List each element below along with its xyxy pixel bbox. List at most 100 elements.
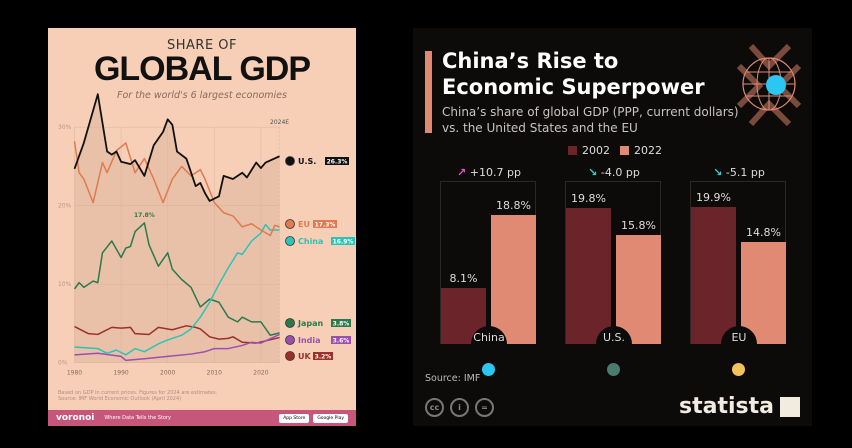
voronoi-logo[interactable]: voronoi: [56, 413, 95, 423]
change-value: +10.7 pp: [469, 166, 521, 179]
flag-icon: [285, 236, 295, 246]
flag-icon: [285, 318, 295, 328]
x-tick-label: 2000: [160, 370, 175, 377]
bar-2022: [491, 214, 536, 344]
statista-wordmark: statista: [679, 394, 774, 419]
y-tick-label: 0%: [58, 360, 68, 367]
subtitle-line2: vs. the United States and the EU: [442, 121, 638, 135]
series-name: U.S.: [298, 157, 316, 166]
flag-icon: [285, 335, 295, 345]
x-tick-label: 2020: [253, 370, 268, 377]
subtitle: China’s share of global GDP (PPP, curren…: [442, 104, 739, 136]
trend-arrow-icon: ↘: [713, 166, 723, 179]
y-tick-label: 20%: [58, 203, 72, 210]
trend-arrow-icon: ↗: [457, 166, 467, 179]
flag-icon: [732, 363, 745, 376]
bar-2002: [691, 207, 736, 344]
flag-icon: [285, 156, 295, 166]
bar-value-label: 8.1%: [449, 272, 478, 286]
series-name: UK: [298, 352, 311, 361]
bar-value-label: 14.8%: [746, 226, 781, 240]
us-area: [74, 94, 280, 363]
series-line-china: [74, 223, 280, 356]
change-label: ↘ -5.1 pp: [691, 166, 787, 179]
source: Source: IMF World Economic Outlook (Apri…: [58, 396, 182, 402]
series-line-us: [73, 93, 280, 202]
title-main: GLOBAL GDP: [93, 50, 311, 88]
value-label: 3.2%: [315, 354, 332, 361]
value-label: 3.8%: [333, 321, 350, 328]
legend-label: 2022: [634, 144, 662, 157]
legend-swatch: [568, 146, 577, 155]
change-value: -4.0 pp: [600, 166, 640, 179]
value-label: 26.3%: [327, 159, 348, 166]
change-label: ↗ +10.7 pp: [441, 166, 537, 179]
series-name: China: [298, 237, 323, 246]
bar-group-eu: ↘ -5.1 pp 19.9% 14.8% EU: [690, 166, 786, 376]
category-label: EU: [721, 326, 757, 362]
y-tick-label: 30%: [58, 124, 72, 131]
change-label: ↘ -4.0 pp: [566, 166, 662, 179]
flag-icon: [285, 351, 295, 361]
bar-value-label: 18.8%: [496, 198, 531, 212]
bar-2002: [566, 207, 611, 344]
bar-2022: [616, 235, 661, 344]
subtitle: For the world's 6 largest economies: [117, 90, 287, 101]
series-name: EU: [298, 220, 310, 229]
bar-value-label: 19.9%: [696, 191, 731, 205]
series-line-eu: [73, 141, 280, 237]
source: Source: IMF: [425, 373, 481, 384]
value-badge: [331, 336, 351, 344]
flag-icon: [607, 363, 620, 376]
statista-infographic: China’s Rise to Economic Superpower Chin…: [413, 28, 812, 426]
series-line-india: [74, 333, 280, 362]
category-label: China: [471, 326, 507, 362]
x-tick-label: 2010: [207, 370, 222, 377]
legend-label: 2002: [582, 144, 610, 157]
note: Based on GDP in current prices. Figures …: [58, 390, 218, 396]
flag-icon: [482, 363, 495, 376]
title-top: SHARE OF: [166, 38, 237, 53]
value-badge: [325, 157, 349, 165]
value-label: 16.9%: [333, 239, 354, 246]
trend-arrow-icon: ↘: [588, 166, 598, 179]
globe-arrows-icon: [736, 43, 802, 127]
flag-icon: [285, 219, 295, 229]
bar-value-label: 19.8%: [571, 191, 606, 205]
statista-logo[interactable]: statista: [679, 394, 800, 419]
series-line-uk: [74, 325, 280, 344]
line-chart: 0% 10% 20% 30% 1980 1990 2000 2010 2020 2024E U.S.…: [58, 93, 355, 377]
creative-commons-icon[interactable]: cc: [425, 398, 444, 417]
statista-mark-icon: [780, 396, 800, 417]
bar-group-us: ↘ -4.0 pp 19.8% 15.8% U.S.: [565, 166, 661, 376]
series-name: India: [298, 336, 321, 345]
value-label: 17.3%: [315, 222, 336, 229]
legend-swatch: [620, 146, 629, 155]
bar-value-label: 15.8%: [621, 219, 656, 233]
series-name: Japan: [297, 319, 324, 328]
voronoi-infographic: 0% 10% 20% 30% 1980 1990 2000 2010 2020 2024E U.S.…: [48, 28, 356, 426]
value-badge: [313, 352, 333, 360]
y-tick-label: 10%: [58, 281, 72, 288]
app-store-button[interactable]: App Store: [279, 413, 310, 423]
no-derivatives-icon[interactable]: =: [475, 398, 494, 417]
value-label: 3.6%: [333, 338, 350, 345]
x-tick-label: 1980: [67, 370, 82, 377]
legend-2002: 2002: [568, 144, 610, 157]
x-tick-label: 2024E: [270, 119, 289, 126]
accent-bar: [425, 51, 432, 133]
footer: voronoi Where Data Tells the Story App S…: [48, 410, 356, 426]
attribution-icon[interactable]: i: [450, 398, 469, 417]
google-play-button[interactable]: Google Play: [313, 413, 348, 423]
series-line-japan: [73, 222, 280, 336]
title: China’s Rise to Economic Superpower: [442, 49, 705, 99]
bar-2022: [741, 242, 786, 344]
peak-annotation: 17.8%: [134, 212, 155, 219]
value-badge: [331, 237, 355, 245]
tagline: Where Data Tells the Story: [104, 415, 171, 421]
bar-group-china: ↗ +10.7 pp 8.1% 18.8% China: [440, 166, 536, 376]
value-badge: [313, 220, 337, 228]
value-badge: [331, 319, 351, 327]
legend-2022: 2022: [620, 144, 662, 157]
category-label: U.S.: [596, 326, 632, 362]
